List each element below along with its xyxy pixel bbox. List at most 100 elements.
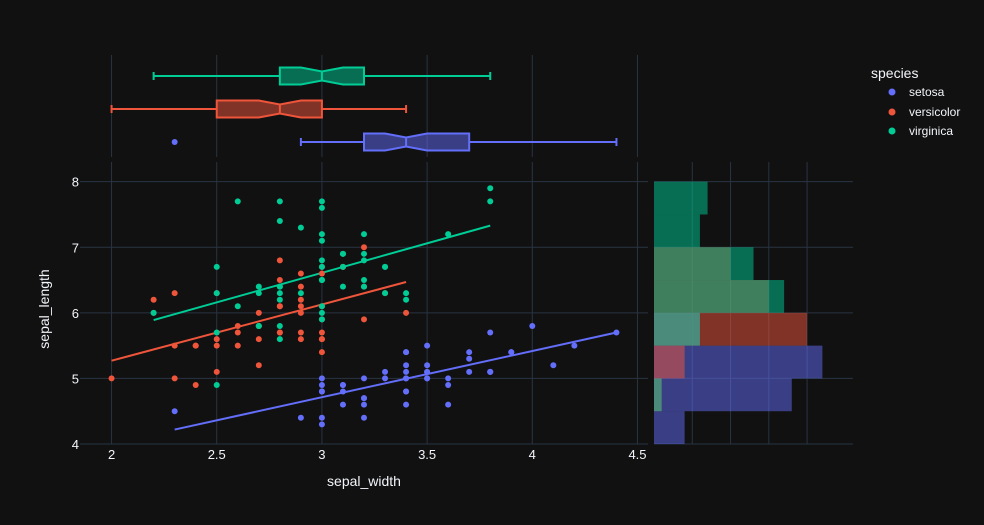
data-point-versicolor	[171, 375, 178, 382]
legend-item-versicolor[interactable]: versicolor	[888, 105, 961, 119]
data-point-setosa	[339, 381, 346, 388]
data-point-versicolor	[234, 322, 241, 329]
data-point-setosa	[550, 362, 557, 369]
data-point-versicolor	[318, 336, 325, 343]
data-point-versicolor	[234, 329, 241, 336]
data-point-setosa	[424, 375, 431, 382]
data-point-versicolor	[297, 296, 304, 303]
histogram-bar-setosa	[654, 378, 792, 412]
histogram-bar-virginica	[654, 280, 785, 313]
data-point-setosa	[361, 395, 367, 402]
legend-label-setosa: setosa	[909, 85, 945, 99]
data-point-setosa	[318, 375, 325, 382]
data-point-setosa	[403, 401, 410, 408]
data-point-setosa	[318, 414, 325, 421]
data-point-setosa	[445, 375, 452, 382]
data-point-virginica	[339, 283, 346, 290]
data-point-versicolor	[297, 309, 304, 316]
box-plot-setosa	[171, 132, 618, 152]
data-point-versicolor	[213, 368, 220, 375]
data-point-setosa	[403, 388, 410, 395]
box-plot-versicolor	[110, 99, 408, 119]
x-axis-title: sepal_width	[327, 473, 401, 489]
data-point-setosa	[403, 375, 410, 382]
y-tick-label: 7	[72, 240, 79, 255]
data-point-setosa	[318, 388, 325, 395]
trendline-setosa	[174, 331, 617, 431]
data-point-versicolor	[276, 277, 283, 284]
data-point-setosa	[424, 362, 431, 369]
y-tick-label: 5	[72, 371, 79, 386]
histogram-bar-virginica	[654, 312, 700, 346]
data-point-virginica	[150, 309, 157, 316]
legend-item-setosa[interactable]: setosa	[888, 85, 945, 99]
data-point-virginica	[297, 224, 304, 231]
data-point-virginica	[403, 296, 410, 303]
data-point-setosa	[403, 349, 410, 356]
data-point-setosa	[487, 329, 494, 336]
data-point-virginica	[255, 290, 262, 297]
data-point-virginica	[318, 231, 325, 238]
data-point-virginica	[318, 277, 325, 284]
trendline-versicolor	[111, 281, 407, 362]
data-point-setosa	[339, 388, 346, 395]
data-point-versicolor	[255, 336, 262, 343]
data-point-versicolor	[361, 316, 367, 323]
data-point-virginica	[339, 263, 346, 270]
data-point-setosa	[445, 401, 452, 408]
x-tick-label: 3	[318, 447, 325, 462]
data-point-setosa	[424, 368, 431, 375]
data-point-virginica	[297, 290, 304, 297]
data-point-virginica	[361, 277, 367, 284]
legend-marker-virginica	[888, 127, 896, 135]
legend-title: species	[871, 65, 918, 81]
data-point-virginica	[213, 290, 220, 297]
data-point-virginica	[255, 283, 262, 290]
histogram-bar-virginica	[654, 181, 708, 215]
data-point-versicolor	[276, 329, 283, 336]
data-point-versicolor	[318, 329, 325, 336]
legend-label-versicolor: versicolor	[909, 105, 960, 119]
data-point-setosa	[361, 401, 367, 408]
legend-label-virginica: virginica	[909, 124, 953, 138]
marginal-histogram	[654, 181, 823, 444]
data-point-setosa	[361, 414, 367, 421]
box-body	[215, 99, 323, 119]
legend-marker-versicolor	[888, 108, 896, 116]
data-point-versicolor	[403, 309, 410, 316]
histogram-bar-virginica	[654, 378, 662, 412]
data-point-virginica	[318, 263, 325, 270]
y-axis-title: sepal_length	[36, 269, 52, 348]
data-point-virginica	[318, 303, 325, 310]
x-tick-label: 4	[529, 447, 536, 462]
data-point-setosa	[403, 368, 410, 375]
data-point-virginica	[234, 198, 241, 205]
data-point-virginica	[213, 329, 220, 336]
data-point-versicolor	[108, 375, 115, 382]
data-point-versicolor	[171, 342, 178, 349]
legend-item-virginica[interactable]: virginica	[888, 124, 954, 138]
data-point-setosa	[424, 342, 431, 349]
data-point-virginica	[276, 283, 283, 290]
data-point-versicolor	[297, 303, 304, 310]
legend-marker-setosa	[888, 88, 896, 96]
data-point-setosa	[382, 368, 389, 375]
data-point-virginica	[361, 231, 367, 238]
legend: species setosa versicolor virginica	[871, 65, 960, 138]
data-point-virginica	[382, 263, 389, 270]
data-point-setosa	[361, 375, 367, 382]
data-point-setosa	[382, 375, 389, 382]
data-point-virginica	[318, 204, 325, 211]
data-point-virginica	[213, 263, 220, 270]
data-point-setosa	[529, 322, 536, 329]
data-point-versicolor	[171, 290, 178, 297]
data-point-virginica	[361, 250, 367, 257]
data-point-virginica	[361, 283, 367, 290]
data-point-versicolor	[318, 349, 325, 356]
data-point-virginica	[487, 185, 494, 192]
y-tick-label: 4	[72, 437, 79, 452]
data-point-virginica	[318, 198, 325, 205]
data-point-versicolor	[297, 270, 304, 277]
data-point-versicolor	[297, 336, 304, 343]
